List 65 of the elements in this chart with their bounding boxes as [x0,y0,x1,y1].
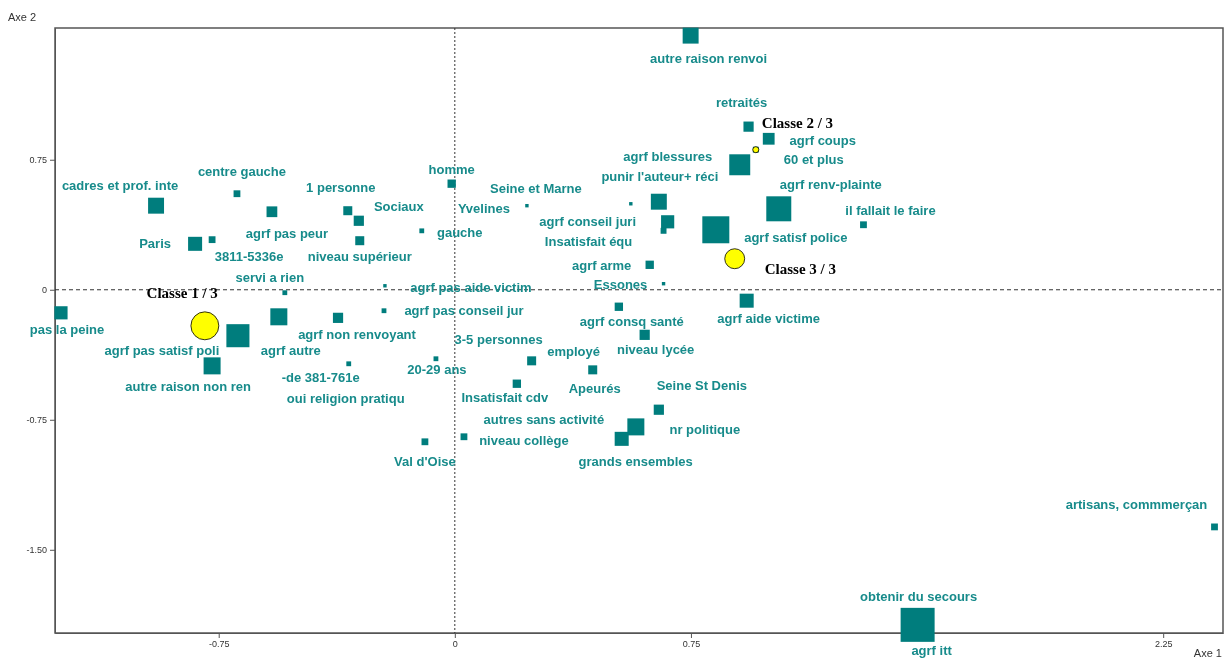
x-tick-label: 0.75 [682,639,701,650]
annotation: agrf pas peur [245,226,329,242]
annotation: -de 381-761e [281,370,360,386]
annotation: agrf non renvoyant [298,327,417,343]
annotation: agrf renv-plainte [779,177,882,193]
annotation: Essones [593,277,648,293]
annotation: nr politique [669,422,741,438]
x-tick-label: -0.75 [208,639,230,650]
annotation: niveau supérieur [307,249,412,265]
annotation: agrf coups [789,133,856,149]
x-axis-title: Axe 1 [1193,647,1222,659]
annotation: Seine St Denis [656,378,747,394]
annotation: niveau lycée [617,342,695,358]
annotation: centre gauche [197,164,287,180]
annotation: 3-5 personnes [454,332,543,348]
annotation: 3811-5336e [214,249,284,265]
annotation: pas la peine [29,322,105,338]
annotation: punir l'auteur+ réci [601,169,719,185]
annotation: Yvelines [457,201,510,217]
annotation: agrf pas satisf poli [104,343,220,359]
annotation: obtenir du secours [860,589,978,605]
annotation: agrf pas conseil jur [404,303,524,319]
annotation: Seine et Marne [490,181,582,197]
y-tick-label: -0.75 [26,415,47,426]
annotation: agrf pas aide victim [410,280,532,296]
annotation: niveau collège [479,433,569,449]
annotation: agrf blessures [623,149,713,165]
y-tick-label: 0 [41,285,47,296]
annotation: oui religion pratiqu [286,391,405,407]
annotation: agrf itt [911,643,953,659]
annotation: homme [428,162,475,178]
annotation: retraités [715,95,768,111]
annotation: servi a rien [235,270,305,286]
annotation: gauche [437,225,483,241]
annotation: 1 personne [306,180,376,196]
annotation: cadres et prof. inte [61,178,179,194]
annotation: agrf aide victime [717,311,820,327]
annotation: artisans, commmerçan [1065,497,1208,513]
data-label: Classe 3 / 3 [764,260,836,277]
annotation: Val d'Oise [394,454,456,470]
x-tick-label: 2.25 [1154,639,1173,650]
data-label: Classe 2 / 3 [761,114,834,131]
annotation: autres sans activité [483,412,605,428]
x-tick-label: 0 [452,639,458,650]
annotation: autre raison non ren [125,379,251,395]
annotation: 60 et plus [783,152,844,168]
y-tick-label: 0.75 [29,155,47,166]
y-axis-title: Axe 2 [8,11,37,23]
annotation: autre raison renvoi [650,51,768,67]
annotation: Insatisfait cdv [461,390,549,406]
annotation: Sociaux [373,199,425,215]
annotation: grands ensembles [578,454,693,470]
annotation: employé [547,344,601,360]
annotation: agrf consq santé [579,314,684,330]
annotation: il fallait le faire [845,203,936,219]
data-label: Classe 1 / 3 [146,284,218,301]
annotation: agrf conseil juri [539,214,637,230]
annotation: Insatisfait équ [544,234,633,250]
annotation: agrf arme [572,258,632,274]
annotation: 20-29 ans [407,362,467,378]
annotation: agrf autre [260,343,321,359]
annotation: Apeurés [568,381,621,397]
annotation: agrf satisf police [744,230,848,246]
annotation: Paris [139,236,171,252]
y-tick-label: -1.50 [26,545,47,556]
